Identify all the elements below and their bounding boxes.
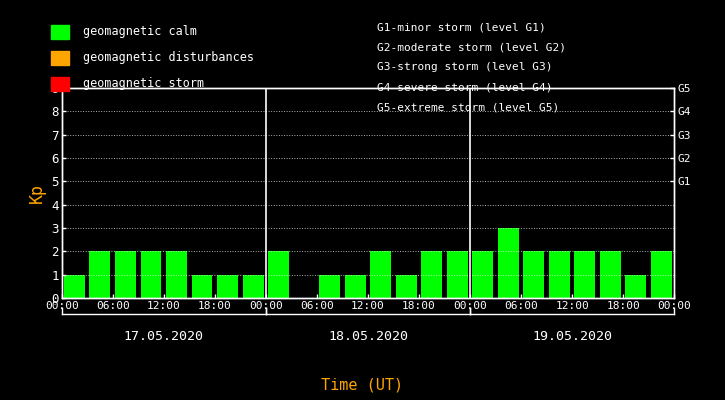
Text: geomagnetic calm: geomagnetic calm [83,26,197,38]
Bar [344,275,365,298]
Bar [574,251,595,298]
Bar [319,275,340,298]
Text: Time (UT): Time (UT) [321,377,404,392]
Text: G4-severe storm (level G4): G4-severe storm (level G4) [377,82,552,92]
Bar [243,275,263,298]
Bar [268,251,289,298]
Text: geomagnetic storm: geomagnetic storm [83,78,204,90]
Bar [89,251,110,298]
Bar [166,251,187,298]
Text: G1-minor storm (level G1): G1-minor storm (level G1) [377,22,546,32]
Bar [498,228,519,298]
Bar [447,251,468,298]
Text: 19.05.2020: 19.05.2020 [532,330,612,343]
Bar [626,275,647,298]
Text: 18.05.2020: 18.05.2020 [328,330,408,343]
Text: G3-strong storm (level G3): G3-strong storm (level G3) [377,62,552,72]
Bar [396,275,417,298]
Bar [191,275,212,298]
Bar [549,251,570,298]
Bar [473,251,493,298]
Bar [523,251,544,298]
Bar [600,251,621,298]
Text: G2-moderate storm (level G2): G2-moderate storm (level G2) [377,42,566,52]
Text: geomagnetic disturbances: geomagnetic disturbances [83,52,254,64]
Text: G5-extreme storm (level G5): G5-extreme storm (level G5) [377,102,559,112]
Bar [370,251,392,298]
Bar [141,251,162,298]
Bar [651,251,672,298]
Text: 17.05.2020: 17.05.2020 [124,330,204,343]
Bar [421,251,442,298]
Y-axis label: Kp: Kp [28,183,46,203]
Bar [115,251,136,298]
Bar [217,275,238,298]
Bar [64,275,85,298]
